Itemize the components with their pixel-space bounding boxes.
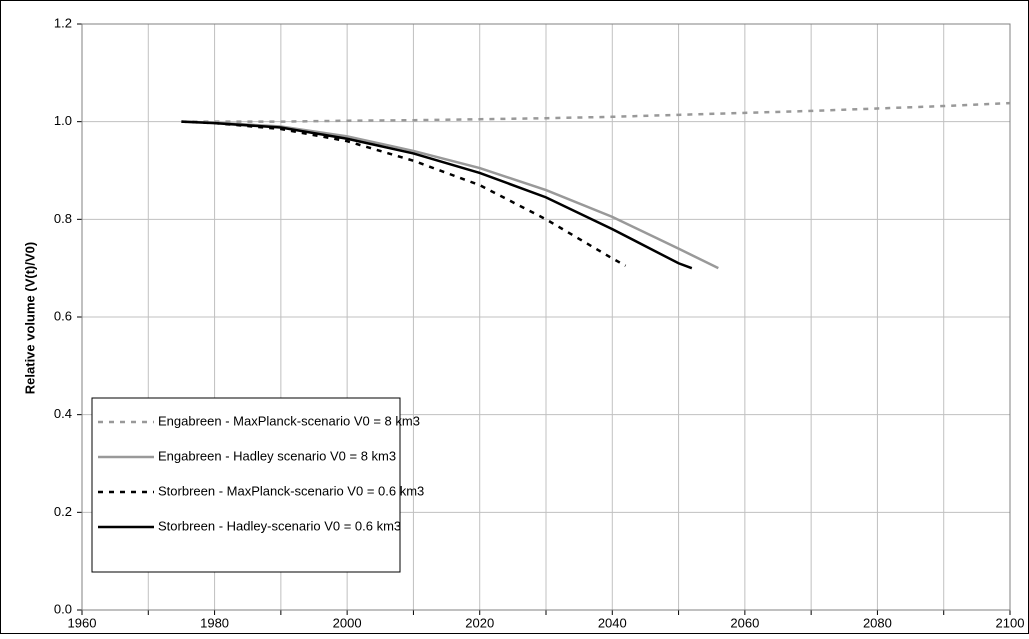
- legend-box: [91, 397, 401, 573]
- plot-area: [81, 23, 1011, 611]
- legend-label: Storbreen - Hadley-scenario V0 = 0.6 km3: [158, 518, 401, 533]
- x-tick-label: 2080: [863, 615, 892, 630]
- series-line: [181, 120, 693, 270]
- y-axis-title: Relative volume (V(t)/V0): [22, 242, 37, 394]
- x-tick-label: 2000: [333, 615, 362, 630]
- y-tick-label: 0.0: [54, 601, 72, 616]
- x-tick-label: 2100: [996, 615, 1025, 630]
- series-line: [181, 101, 1011, 123]
- y-tick-label: 0.8: [54, 211, 72, 226]
- y-tick-label: 0.6: [54, 308, 72, 323]
- y-tick-label: 0.4: [54, 406, 72, 421]
- x-tick-label: 2040: [598, 615, 627, 630]
- legend-label: Storbreen - MaxPlanck-scenario V0 = 0.6 …: [158, 483, 424, 498]
- x-tick-label: 1960: [68, 615, 97, 630]
- y-tick-label: 1.0: [54, 113, 72, 128]
- legend-label: Engabreen - MaxPlanck-scenario V0 = 8 km…: [158, 413, 420, 428]
- y-tick-label: 0.2: [54, 504, 72, 519]
- y-tick-label: 1.2: [54, 15, 72, 30]
- x-tick-label: 2060: [730, 615, 759, 630]
- legend-label: Engabreen - Hadley scenario V0 = 8 km3: [158, 448, 396, 463]
- x-tick-label: 2020: [465, 615, 494, 630]
- x-tick-label: 1980: [200, 615, 229, 630]
